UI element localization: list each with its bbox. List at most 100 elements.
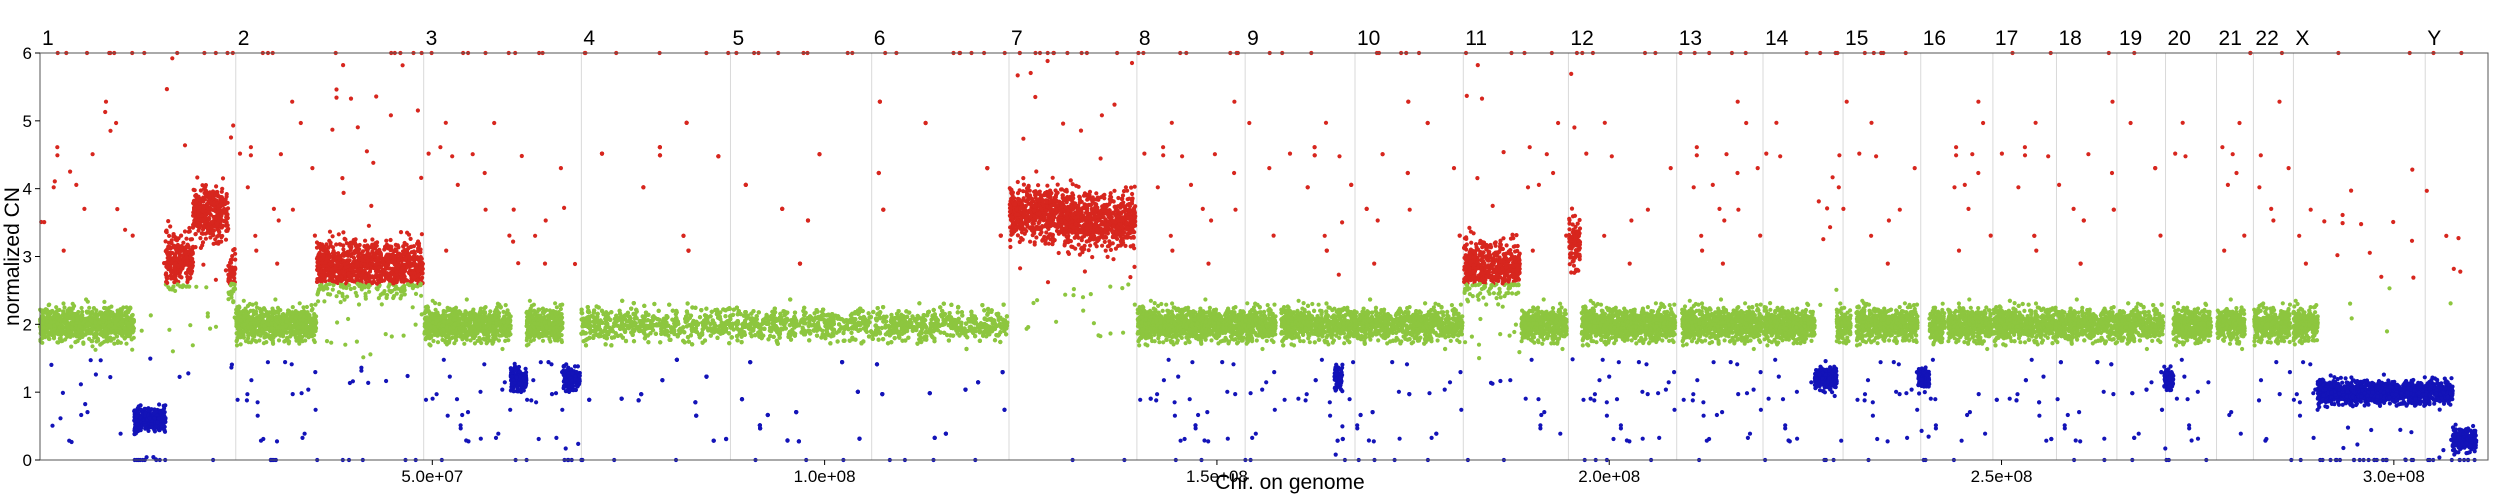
- data-point: [482, 362, 486, 366]
- data-point: [186, 371, 190, 375]
- data-point: [248, 302, 252, 306]
- data-point: [183, 229, 187, 233]
- data-point: [446, 320, 450, 324]
- data-point: [61, 391, 65, 395]
- data-point: [231, 299, 235, 303]
- data-point: [401, 290, 405, 294]
- data-point: [263, 334, 267, 338]
- data-point: [162, 404, 166, 408]
- data-point: [482, 306, 486, 310]
- data-point: [346, 317, 350, 321]
- data-point: [85, 311, 89, 315]
- data-point: [277, 218, 281, 222]
- data-point: [512, 389, 516, 393]
- data-point: [431, 339, 435, 343]
- data-point: [441, 328, 445, 332]
- data-point: [410, 279, 414, 283]
- data-point: [272, 309, 276, 313]
- data-point: [331, 251, 335, 255]
- data-point: [62, 305, 66, 309]
- data-point: [409, 237, 413, 241]
- data-point: [134, 431, 138, 435]
- data-point: [288, 326, 292, 330]
- data-point: [209, 220, 213, 224]
- data-point: [186, 245, 190, 249]
- data-point: [219, 223, 223, 227]
- data-point: [442, 333, 446, 337]
- data-point: [140, 329, 144, 333]
- data-point: [183, 143, 187, 147]
- data-point: [448, 375, 452, 379]
- data-point: [478, 390, 482, 394]
- data-point: [361, 255, 365, 259]
- data-point: [121, 305, 125, 309]
- data-point: [272, 207, 276, 211]
- data-point: [221, 176, 225, 180]
- segment-points: [132, 261, 168, 462]
- data-point: [464, 312, 468, 316]
- data-point: [135, 414, 139, 418]
- data-point: [80, 329, 84, 333]
- data-point: [55, 145, 59, 149]
- data-point: [258, 307, 262, 311]
- data-point: [201, 240, 205, 244]
- data-point: [232, 266, 236, 270]
- data-point: [220, 190, 224, 194]
- data-point: [45, 320, 49, 324]
- data-point: [318, 277, 322, 281]
- data-point: [515, 376, 519, 380]
- data-point: [315, 268, 319, 272]
- data-point: [496, 302, 500, 306]
- data-point: [231, 248, 235, 252]
- segment-points: [524, 166, 564, 441]
- data-point: [503, 380, 507, 384]
- data-point: [344, 277, 348, 281]
- data-point: [192, 188, 196, 192]
- data-point: [207, 217, 211, 221]
- data-point: [464, 438, 468, 442]
- data-point: [170, 287, 174, 291]
- data-point: [368, 252, 372, 256]
- data-point: [553, 301, 557, 305]
- data-point: [229, 135, 233, 139]
- data-point: [342, 191, 346, 195]
- data-point: [208, 207, 212, 211]
- data-point: [312, 338, 316, 342]
- data-point: [373, 241, 377, 245]
- data-point: [184, 250, 188, 254]
- data-point: [494, 321, 498, 325]
- data-point: [336, 269, 340, 273]
- segment-points: [315, 51, 425, 385]
- data-point: [188, 262, 192, 266]
- data-point: [367, 290, 371, 294]
- data-point: [334, 96, 338, 100]
- data-point: [164, 271, 168, 275]
- data-point: [423, 331, 427, 335]
- data-point: [98, 320, 102, 324]
- data-point: [82, 207, 86, 211]
- data-point: [275, 262, 279, 266]
- data-point: [266, 360, 270, 364]
- data-point: [461, 335, 465, 339]
- data-point: [400, 285, 404, 289]
- data-point: [286, 312, 290, 316]
- data-point: [484, 208, 488, 212]
- data-point: [222, 210, 226, 214]
- data-point: [44, 329, 48, 333]
- data-point: [194, 200, 198, 204]
- data-point: [303, 338, 307, 342]
- data-point: [324, 257, 328, 261]
- data-point: [392, 255, 396, 259]
- data-point: [75, 318, 79, 322]
- data-point: [483, 171, 487, 175]
- data-point: [322, 299, 326, 303]
- data-point: [166, 245, 170, 249]
- data-point: [81, 340, 85, 344]
- data-point: [55, 153, 59, 157]
- data-point: [384, 332, 388, 336]
- data-point: [365, 264, 369, 268]
- data-point: [281, 315, 285, 319]
- data-point: [507, 234, 511, 238]
- data-point: [269, 337, 273, 341]
- data-point: [494, 436, 498, 440]
